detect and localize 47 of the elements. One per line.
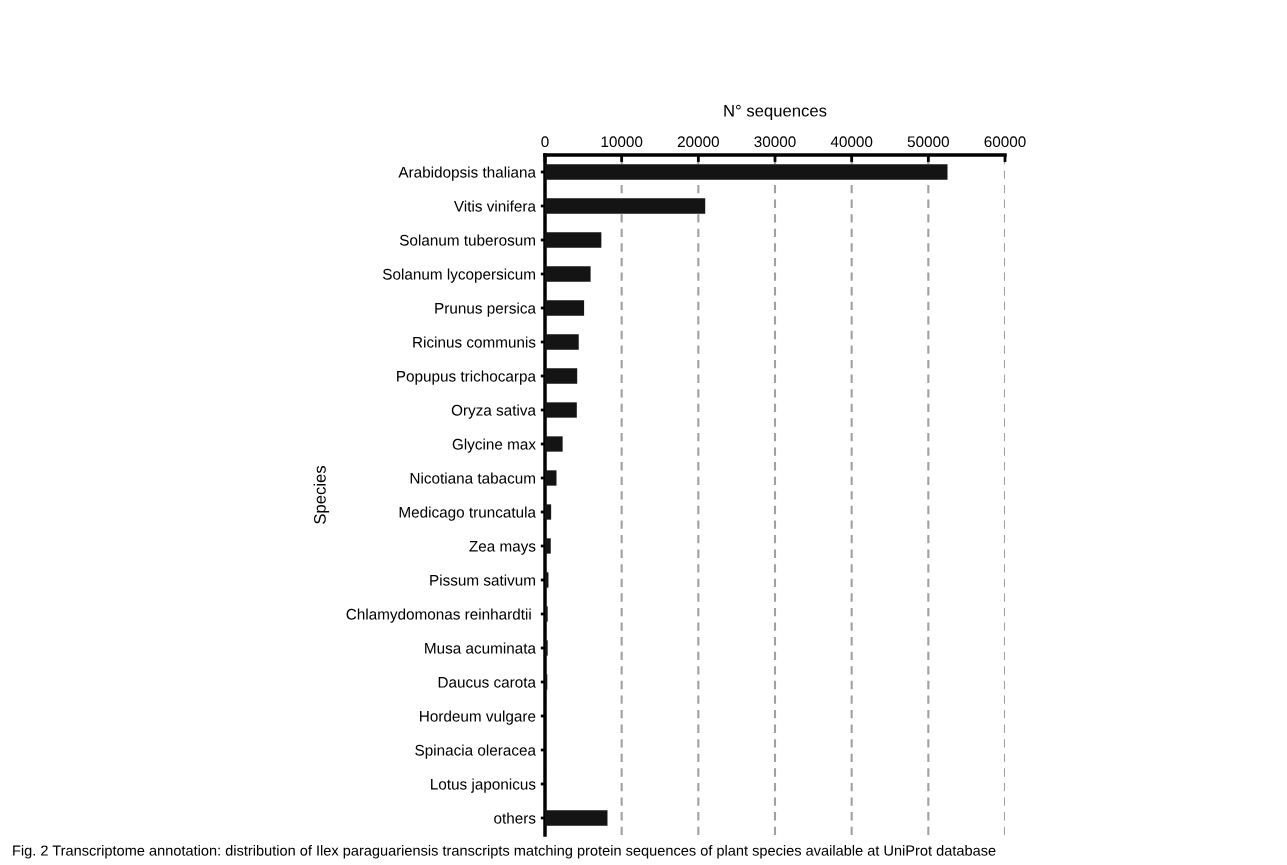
y-tick-label: Hordeum vulgare (420, 710, 536, 725)
x-tick-label: 30000 (754, 136, 796, 148)
x-tick-label: 40000 (830, 136, 873, 148)
bar (545, 334, 579, 350)
y-tick-label: Arabidopsis thaliana (398, 166, 536, 181)
x-tick-label: 60000 (984, 136, 1026, 148)
y-axis-title: Species (313, 465, 330, 524)
x-tick-label: 0 (541, 136, 549, 148)
bar (545, 572, 549, 588)
y-tick-label: Solanum lycopersicum (382, 268, 535, 283)
y-tick-label: Solanum tuberosum (399, 234, 535, 246)
y-tick-label: Pissum sativum (430, 574, 535, 586)
y-tick-label: Ricinus communis (413, 336, 536, 348)
x-tick-label: 20000 (677, 136, 719, 148)
y-tick-label: Nicotiana tabacum (410, 472, 535, 484)
y-tick-label: Daucus carota (438, 677, 536, 688)
y-tick-label: Oryza sativa (451, 404, 536, 419)
bar (545, 368, 578, 384)
y-tick-label: others (494, 812, 536, 824)
y-tick-label: Medicago truncatula (399, 506, 536, 521)
bar (545, 300, 585, 316)
y-tick-label: Musa acuminata (425, 642, 536, 654)
bar (545, 436, 563, 452)
bar (545, 674, 548, 690)
bar (545, 640, 548, 656)
y-tick-label: Spinacia oleracea (415, 744, 536, 759)
bar (545, 810, 608, 826)
x-axis-title: N° sequences (724, 104, 827, 120)
y-tick-label: Glycine max (452, 438, 536, 453)
y-tick-label: Chlamydomonas reinhardtii (346, 608, 531, 623)
bar (545, 606, 548, 622)
y-tick-label: Popupus trichocarpa (397, 370, 536, 385)
y-tick-label: Vitis vinifera (453, 200, 536, 212)
bar (545, 232, 602, 248)
y-tick-label: Lotus japonicus (431, 778, 536, 793)
bar (545, 164, 948, 180)
x-tick-label: 10000 (601, 136, 643, 148)
bar (545, 470, 557, 486)
y-tick-label: Zea mays (469, 541, 536, 555)
bar (545, 402, 577, 418)
bar (545, 538, 551, 554)
bar (545, 266, 591, 282)
bar (545, 198, 706, 214)
bar (545, 504, 552, 520)
caption: Fig. 2 Transcriptome annotation: distribution of Ilex paraguariensis transcripts matching protein sequences of plant species available at UniProt database (13, 845, 996, 859)
y-tick-label: Prunus persica (435, 302, 536, 317)
x-tick-label: 50000 (907, 136, 949, 148)
